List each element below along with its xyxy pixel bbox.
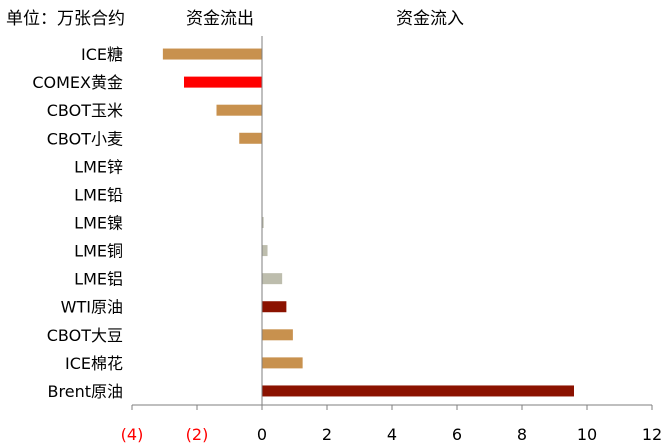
bar-9	[262, 301, 287, 313]
category-label-1: COMEX黄金	[32, 73, 123, 92]
bar-0	[162, 48, 262, 60]
bar-7	[262, 245, 268, 257]
bar-8	[262, 273, 283, 285]
bar-11	[262, 357, 303, 369]
unit-label: 单位：万张合约	[6, 9, 125, 29]
category-label-10: CBOT大豆	[47, 326, 123, 345]
category-label-6: LME镍	[74, 214, 123, 233]
bar-10	[262, 329, 293, 341]
x-tick-label-7: 10	[577, 425, 597, 444]
category-label-8: LME铝	[74, 270, 123, 289]
bar-6	[262, 217, 264, 228]
category-label-11: ICE棉花	[65, 354, 123, 373]
x-tick-label-1: (2)	[186, 425, 209, 444]
inflow-label: 资金流入	[396, 9, 464, 29]
x-tick-label-8: 12	[642, 425, 662, 444]
category-label-12: Brent原油	[48, 382, 123, 401]
bar-2	[216, 104, 262, 116]
x-tick-label-2: 0	[257, 425, 267, 444]
category-label-2: CBOT玉米	[47, 101, 123, 120]
x-tick-label-5: 6	[452, 425, 462, 444]
category-label-4: LME锌	[74, 157, 123, 176]
category-label-0: ICE糖	[81, 45, 123, 64]
bar-1	[184, 76, 262, 88]
category-label-5: LME铅	[74, 185, 123, 204]
x-tick-label-6: 8	[517, 425, 527, 444]
category-label-7: LME铜	[74, 242, 123, 261]
x-tick-label-0: (4)	[121, 425, 144, 444]
outflow-label: 资金流出	[186, 9, 254, 29]
x-tick-label-4: 4	[387, 425, 397, 444]
bar-3	[239, 132, 262, 144]
category-label-3: CBOT小麦	[47, 129, 123, 148]
bar-12	[262, 385, 574, 397]
category-label-9: WTI原油	[61, 298, 123, 317]
x-tick-label-3: 2	[322, 425, 332, 444]
